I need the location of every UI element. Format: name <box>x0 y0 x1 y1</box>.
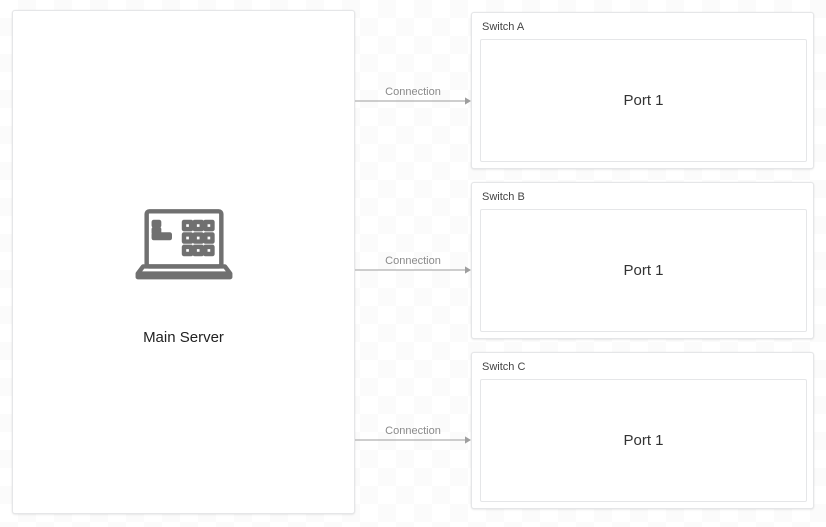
switch-title: Switch A <box>482 21 805 33</box>
laptop-server-icon <box>130 206 238 291</box>
port-node[interactable]: Port 1 <box>480 379 807 502</box>
switch-node-c[interactable]: Switch C Port 1 <box>471 352 814 509</box>
connection-label: Connection <box>385 255 441 269</box>
port-node[interactable]: Port 1 <box>480 39 807 162</box>
connection-label: Connection <box>385 425 441 439</box>
server-node[interactable]: Main Server <box>12 10 355 514</box>
port-label: Port 1 <box>623 262 663 279</box>
switch-title: Switch C <box>482 361 805 373</box>
switch-title: Switch B <box>482 191 805 203</box>
port-label: Port 1 <box>623 432 663 449</box>
port-node[interactable]: Port 1 <box>480 209 807 332</box>
switch-node-b[interactable]: Switch B Port 1 <box>471 182 814 339</box>
connection-label: Connection <box>385 86 441 100</box>
switch-node-a[interactable]: Switch A Port 1 <box>471 12 814 169</box>
port-label: Port 1 <box>623 92 663 109</box>
server-label: Main Server <box>143 329 224 346</box>
